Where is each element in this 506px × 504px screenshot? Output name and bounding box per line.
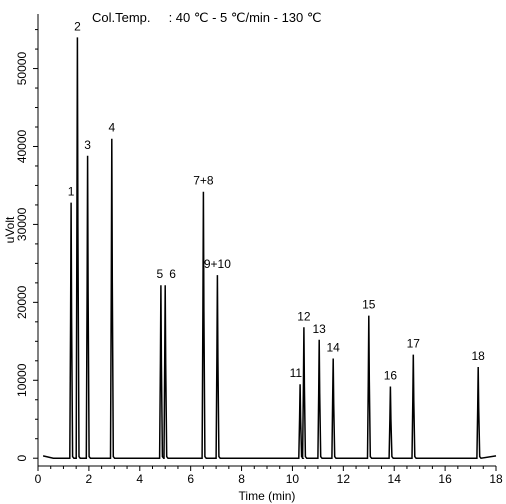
peak-label: 16 (384, 369, 398, 383)
peak-label: 13 (312, 322, 326, 336)
x-tick-label: 0 (35, 472, 42, 486)
x-tick-label: 12 (337, 472, 351, 486)
peak-label: 3 (84, 138, 91, 152)
peak-label: 12 (297, 309, 311, 323)
peak-label: 18 (472, 349, 486, 363)
chromatogram-trace (42, 37, 497, 460)
y-tick-label: 20000 (15, 285, 29, 319)
peak-label: 5 (157, 267, 164, 281)
x-tick-label: 18 (489, 472, 503, 486)
peak-label: 4 (108, 121, 115, 135)
x-tick-label: 16 (438, 472, 452, 486)
x-axis-label: Time (min) (239, 489, 296, 503)
y-tick-label: 50000 (15, 52, 29, 86)
x-tick-label: 8 (238, 472, 245, 486)
x-tick-label: 10 (286, 472, 300, 486)
x-ticks: 0 2 4 6 8 10 12 14 16 18 (35, 466, 503, 486)
x-tick-label: 14 (388, 472, 402, 486)
x-tick-label: 2 (86, 472, 93, 486)
y-tick-label: 30000 (15, 207, 29, 241)
y-axis-label: uVolt (3, 216, 17, 243)
y-tick-label: 0 (15, 455, 29, 462)
x-tick-label: 6 (187, 472, 194, 486)
peak-label: 6 (169, 267, 176, 281)
peak-label: 7+8 (193, 174, 214, 188)
x-tick-label: 4 (136, 472, 143, 486)
chart-title: Col.Temp. : 40 ℃ - 5 ℃/min - 130 ℃ (92, 10, 321, 25)
peak-label: 15 (362, 298, 376, 312)
y-tick-label: 10000 (15, 363, 29, 397)
peak-label: 1 (68, 185, 75, 199)
peak-label: 2 (74, 19, 81, 33)
peak-label: 11 (290, 366, 303, 380)
peak-label: 14 (326, 340, 340, 354)
peak-label: 17 (407, 337, 421, 351)
y-ticks: 0 10000 20000 30000 40000 50000 (15, 29, 38, 462)
peak-label: 9+10 (204, 257, 231, 271)
plot-area: 0 2 4 6 8 10 12 14 16 18 010000200003000040000500… (15, 14, 503, 486)
y-tick-label: 40000 (15, 129, 29, 163)
